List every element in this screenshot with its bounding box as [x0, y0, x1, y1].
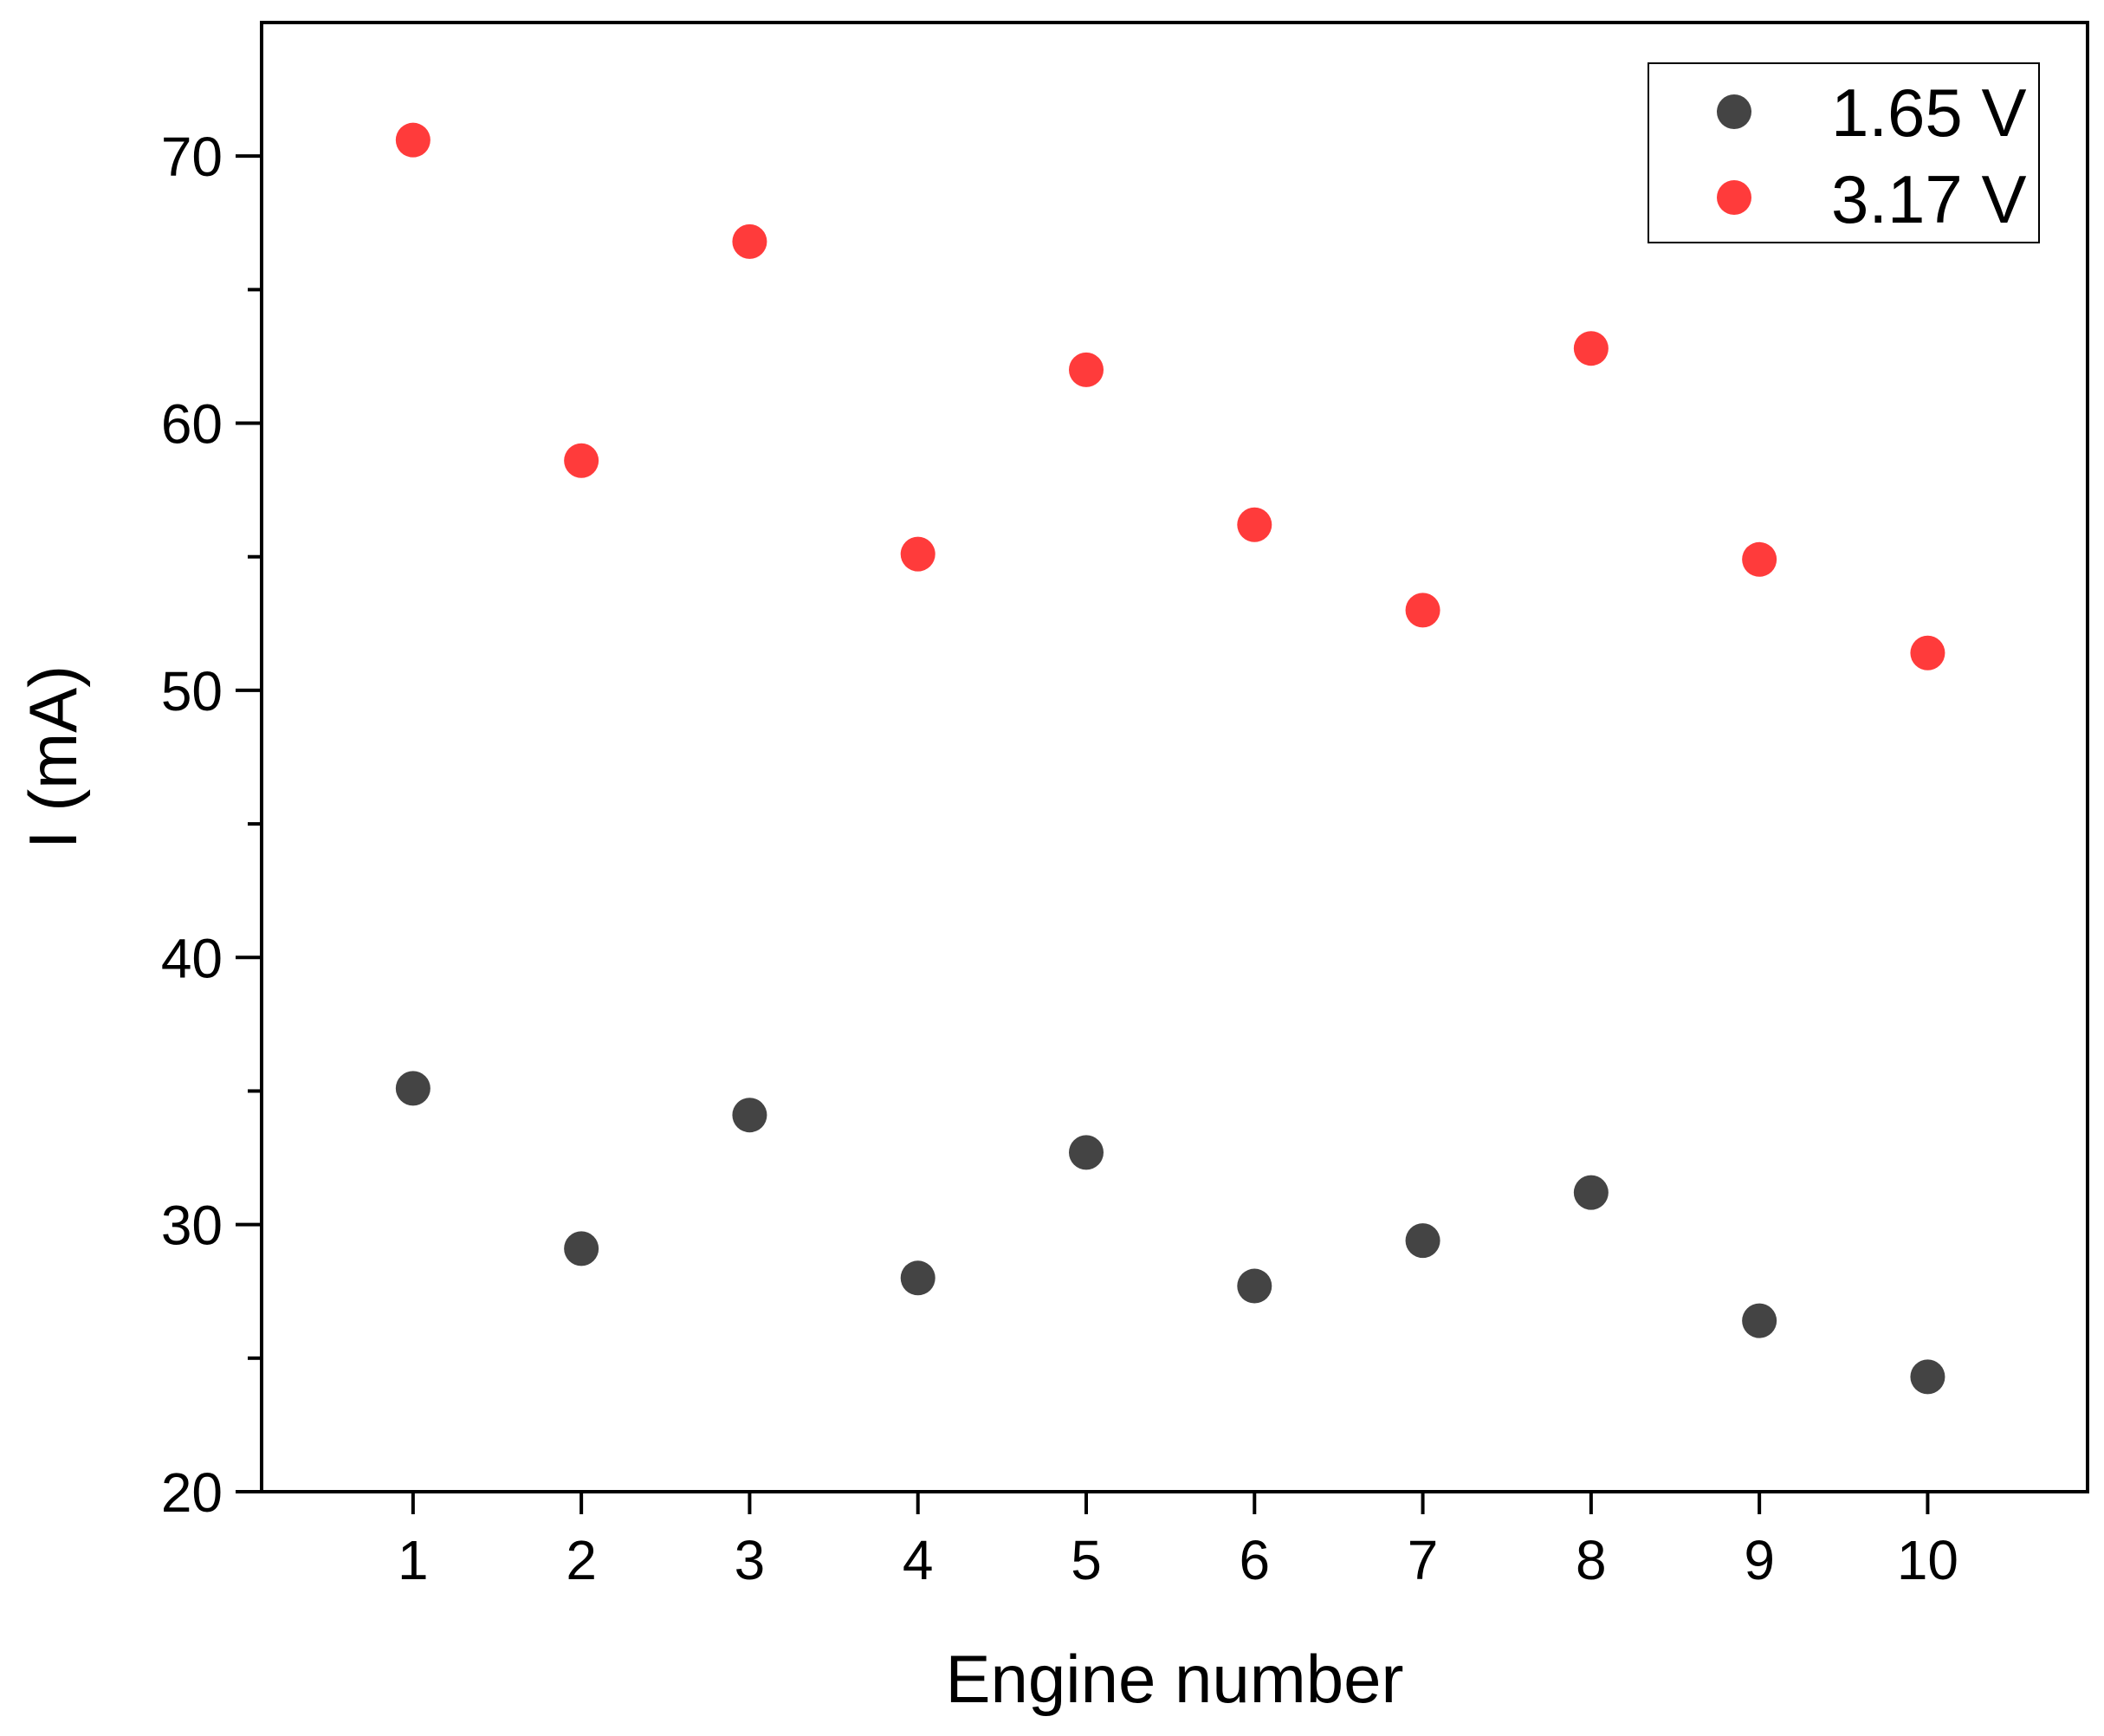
y-tick-label: 60 — [161, 393, 223, 456]
x-tick-label: 6 — [1239, 1529, 1270, 1591]
data-point-series-1 — [564, 1231, 599, 1266]
x-tick-label: 3 — [735, 1529, 766, 1591]
x-axis: 1 2 3 4 5 6 7 8 9 10 — [398, 1492, 1958, 1591]
data-point-series-1 — [1910, 1359, 1945, 1395]
data-point-series-1 — [1405, 1223, 1440, 1259]
data-point-series-2 — [900, 536, 935, 572]
data-point-series-2 — [732, 223, 767, 259]
x-tick-label: 7 — [1408, 1529, 1439, 1591]
data-point-series-1 — [1573, 1175, 1609, 1210]
legend-marker-3-17v — [1717, 180, 1751, 215]
data-point-series-1 — [1237, 1268, 1272, 1304]
data-point-series-1 — [1742, 1303, 1777, 1338]
data-points — [395, 122, 1945, 1395]
x-tick-label: 1 — [398, 1529, 429, 1591]
data-point-series-2 — [1573, 331, 1609, 366]
data-point-series-2 — [395, 122, 431, 158]
y-tick-label: 70 — [161, 126, 223, 188]
x-axis-title: Engine number — [945, 1641, 1403, 1717]
data-point-series-2 — [1910, 635, 1945, 670]
x-tick-label: 5 — [1071, 1529, 1102, 1591]
data-point-series-1 — [395, 1071, 431, 1106]
plot-area-frame — [260, 21, 2089, 1493]
data-point-series-1 — [900, 1260, 935, 1296]
y-tick-label: 20 — [161, 1461, 223, 1524]
legend-box — [1648, 62, 2040, 243]
data-point-series-2 — [1069, 352, 1104, 387]
y-tick-label: 30 — [161, 1195, 223, 1257]
data-point-series-1 — [1069, 1135, 1104, 1170]
x-tick-label: 8 — [1576, 1529, 1607, 1591]
legend-label-1-65v: 1.65 V — [1831, 74, 2027, 151]
data-point-series-2 — [1237, 507, 1272, 542]
x-tick-label: 2 — [566, 1529, 597, 1591]
y-tick-label: 40 — [161, 927, 223, 989]
data-point-series-2 — [1742, 541, 1777, 577]
y-axis-title: I (mA) — [15, 665, 91, 849]
legend-marker-1-65v — [1717, 94, 1751, 129]
data-point-series-2 — [564, 443, 599, 478]
data-point-series-2 — [1405, 593, 1440, 628]
y-axis: 20 30 40 50 60 70 — [161, 126, 262, 1524]
data-point-series-1 — [732, 1098, 767, 1133]
x-tick-label: 9 — [1744, 1529, 1775, 1591]
legend-label-3-17v: 3.17 V — [1831, 161, 2027, 237]
legend: 1.65 V 3.17 V — [1648, 62, 2040, 243]
x-tick-label: 10 — [1897, 1529, 1958, 1591]
y-tick-label: 50 — [161, 660, 223, 722]
x-tick-label: 4 — [903, 1529, 934, 1591]
